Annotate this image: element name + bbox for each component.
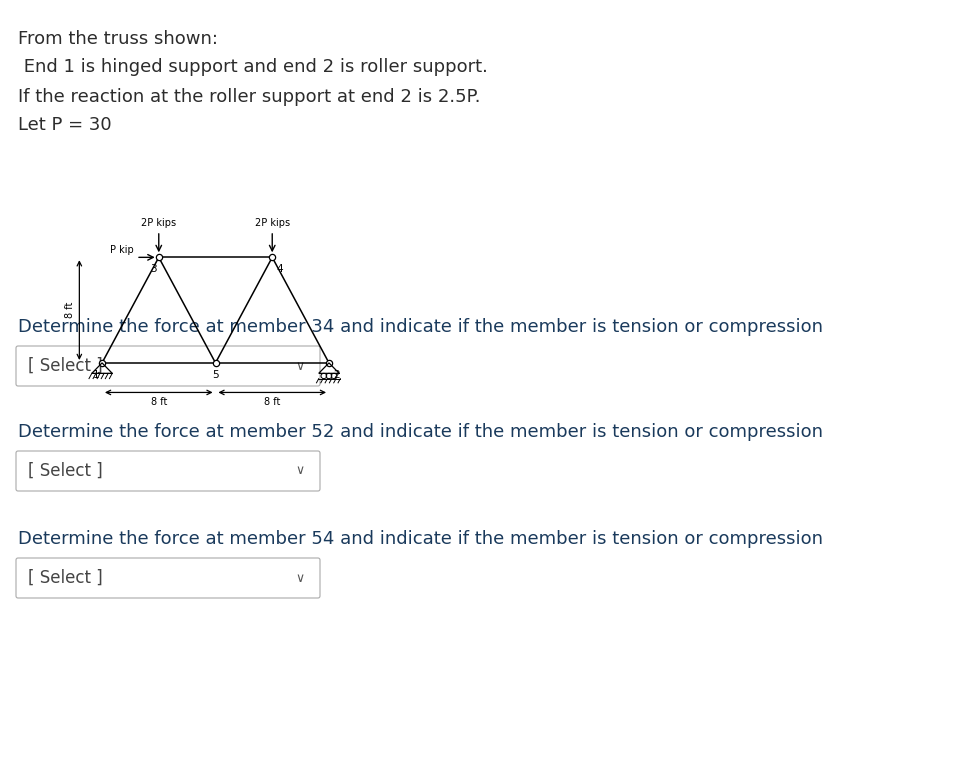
Text: 1: 1 xyxy=(93,370,100,381)
Text: Determine the force at member 54 and indicate if the member is tension or compre: Determine the force at member 54 and ind… xyxy=(18,530,823,548)
Text: 8 ft: 8 ft xyxy=(264,396,280,406)
Text: P kip: P kip xyxy=(110,246,134,255)
Text: ∨: ∨ xyxy=(295,359,305,372)
Text: If the reaction at the roller support at end 2 is 2.5P.: If the reaction at the roller support at… xyxy=(18,88,480,106)
Text: From the truss shown:: From the truss shown: xyxy=(18,30,218,48)
FancyBboxPatch shape xyxy=(16,451,320,491)
Text: Determine the force at member 52 and indicate if the member is tension or compre: Determine the force at member 52 and ind… xyxy=(18,423,823,441)
Text: 2: 2 xyxy=(333,370,340,381)
Text: 8 ft: 8 ft xyxy=(151,396,167,406)
Text: Let P = 30: Let P = 30 xyxy=(18,116,112,134)
FancyBboxPatch shape xyxy=(16,346,320,386)
Text: [ Select ]: [ Select ] xyxy=(28,357,103,375)
Text: 3: 3 xyxy=(150,264,157,274)
Text: ∨: ∨ xyxy=(295,572,305,584)
Text: [ Select ]: [ Select ] xyxy=(28,462,103,480)
Text: 5: 5 xyxy=(213,370,219,381)
Text: End 1 is hinged support and end 2 is roller support.: End 1 is hinged support and end 2 is rol… xyxy=(18,58,488,76)
FancyBboxPatch shape xyxy=(16,558,320,598)
Text: 4: 4 xyxy=(276,264,283,274)
Text: Determine the force at member 34 and indicate if the member is tension or compre: Determine the force at member 34 and ind… xyxy=(18,318,823,336)
Text: 8 ft: 8 ft xyxy=(65,302,74,318)
Text: [ Select ]: [ Select ] xyxy=(28,569,103,587)
Text: ∨: ∨ xyxy=(295,465,305,478)
Text: 2P kips: 2P kips xyxy=(141,218,176,227)
Text: 2P kips: 2P kips xyxy=(255,218,290,227)
